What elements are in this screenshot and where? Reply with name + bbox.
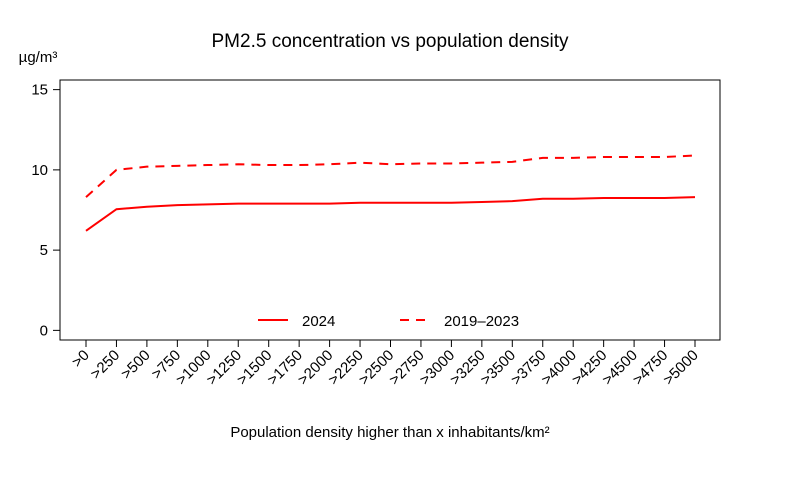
legend-label: 2024 bbox=[302, 313, 335, 330]
legend-label: 2019–2023 bbox=[444, 313, 519, 330]
y-tick-label: 15 bbox=[31, 82, 48, 99]
y-tick-label: 10 bbox=[31, 162, 48, 179]
y-tick-label: 5 bbox=[40, 242, 48, 259]
y-tick-label: 0 bbox=[40, 322, 48, 339]
y-axis-label: µg/m³ bbox=[19, 49, 58, 66]
data-line bbox=[85, 154, 696, 198]
data-line bbox=[85, 196, 696, 232]
x-axis-label: Population density higher than x inhabit… bbox=[230, 424, 549, 441]
chart-title: PM2.5 concentration vs population densit… bbox=[212, 31, 569, 52]
